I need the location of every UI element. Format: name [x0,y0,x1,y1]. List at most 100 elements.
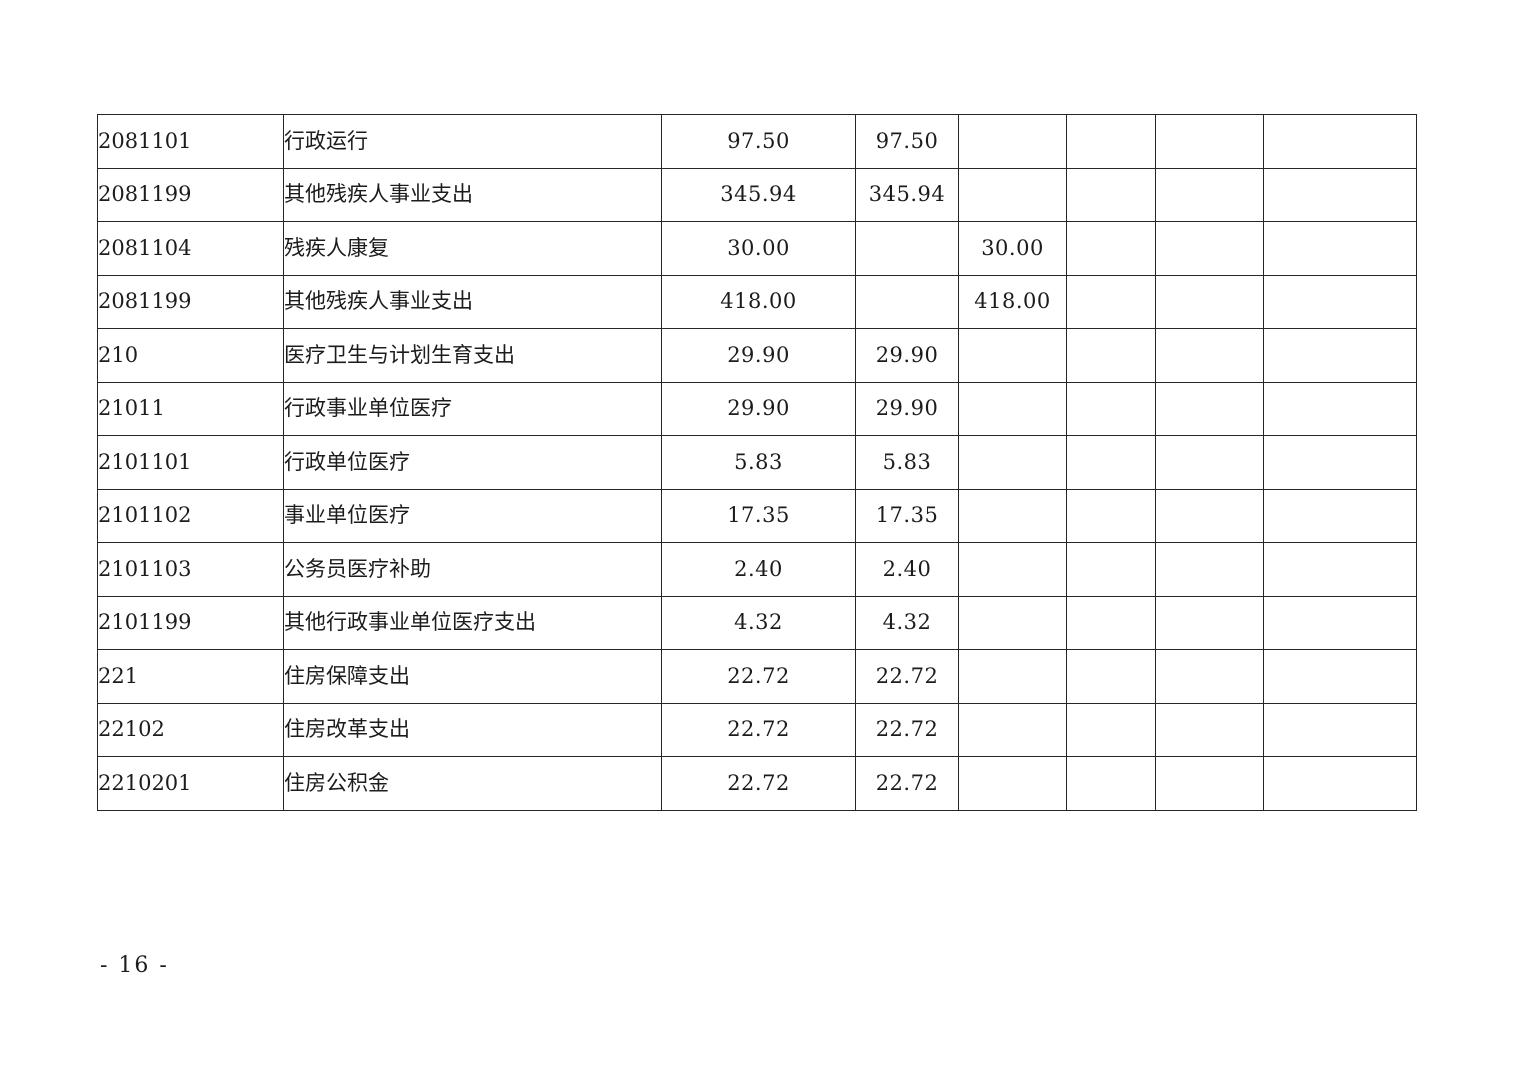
amount-cell: 5.83 [661,435,856,490]
table-row: 2101199 其他行政事业单位医疗支出 4.32 4.32 [97,595,1417,650]
amount-cell [958,114,1067,169]
code-cell: 22102 [97,702,284,757]
table-row: 2101101 行政单位医疗 5.83 5.83 [97,435,1417,490]
amount-cell: 5.83 [855,435,959,490]
name-cell: 其他残疾人事业支出 [283,167,662,222]
name-cell: 住房公积金 [283,756,662,811]
table-row: 2101102 事业单位医疗 17.35 17.35 [97,488,1417,543]
budget-table-container: 2081101 行政运行 97.50 97.50 2081199 其他残疾人事业支出 345… [97,114,1417,811]
amount-cell [1263,542,1417,597]
budget-table: 2081101 行政运行 97.50 97.50 2081199 其他残疾人事业支出 345… [97,114,1417,811]
amount-cell [1263,114,1417,169]
amount-cell [1155,702,1264,757]
name-cell: 行政事业单位医疗 [283,381,662,436]
table-row: 2081104 残疾人康复 30.00 30.00 [97,221,1417,276]
amount-cell: 2.40 [855,542,959,597]
amount-cell [1066,756,1156,811]
name-cell: 住房保障支出 [283,649,662,704]
amount-cell [958,488,1067,543]
amount-cell [1263,221,1417,276]
code-cell: 210 [97,328,284,383]
table-row: 2081199 其他残疾人事业支出 345.94 345.94 [97,167,1417,222]
name-cell: 其他残疾人事业支出 [283,274,662,329]
amount-cell [1263,435,1417,490]
amount-cell: 97.50 [661,114,856,169]
amount-cell: 4.32 [661,595,856,650]
amount-cell [1155,114,1264,169]
code-cell: 2101102 [97,488,284,543]
code-cell: 2101199 [97,595,284,650]
amount-cell [1066,114,1156,169]
amount-cell [1263,702,1417,757]
amount-cell [1155,435,1264,490]
amount-cell [1066,595,1156,650]
amount-cell: 17.35 [661,488,856,543]
amount-cell: 2.40 [661,542,856,597]
amount-cell: 345.94 [661,167,856,222]
amount-cell [1155,649,1264,704]
code-cell: 221 [97,649,284,704]
amount-cell [1066,488,1156,543]
amount-cell [1263,595,1417,650]
amount-cell [1155,381,1264,436]
amount-cell: 30.00 [958,221,1067,276]
amount-cell [958,756,1067,811]
amount-cell [1155,756,1264,811]
table-row: 2101103 公务员医疗补助 2.40 2.40 [97,542,1417,597]
code-cell: 2081101 [97,114,284,169]
amount-cell: 22.72 [855,649,959,704]
name-cell: 公务员医疗补助 [283,542,662,597]
table-row: 2081101 行政运行 97.50 97.50 [97,114,1417,169]
amount-cell [1263,488,1417,543]
amount-cell [958,595,1067,650]
amount-cell [1155,595,1264,650]
amount-cell: 29.90 [855,381,959,436]
amount-cell [1066,702,1156,757]
amount-cell [1263,649,1417,704]
amount-cell: 17.35 [855,488,959,543]
budget-table-body: 2081101 行政运行 97.50 97.50 2081199 其他残疾人事业支出 345… [97,114,1417,811]
amount-cell [1066,542,1156,597]
name-cell: 医疗卫生与计划生育支出 [283,328,662,383]
amount-cell [958,702,1067,757]
code-cell: 2210201 [97,756,284,811]
amount-cell [1155,221,1264,276]
amount-cell [958,542,1067,597]
amount-cell: 29.90 [661,328,856,383]
name-cell: 残疾人康复 [283,221,662,276]
code-cell: 2081104 [97,221,284,276]
name-cell: 住房改革支出 [283,702,662,757]
amount-cell [1263,381,1417,436]
amount-cell: 22.72 [855,756,959,811]
amount-cell [1066,328,1156,383]
amount-cell [1066,221,1156,276]
name-cell: 其他行政事业单位医疗支出 [283,595,662,650]
amount-cell: 29.90 [855,328,959,383]
amount-cell: 418.00 [958,274,1067,329]
table-row: 221 住房保障支出 22.72 22.72 [97,649,1417,704]
code-cell: 2101103 [97,542,284,597]
amount-cell [1066,649,1156,704]
amount-cell [1066,435,1156,490]
amount-cell: 22.72 [855,702,959,757]
amount-cell [1263,756,1417,811]
amount-cell [1066,274,1156,329]
amount-cell: 30.00 [661,221,856,276]
amount-cell [1155,328,1264,383]
amount-cell [1263,274,1417,329]
amount-cell [1155,274,1264,329]
amount-cell [855,221,959,276]
amount-cell [1066,381,1156,436]
amount-cell [958,649,1067,704]
table-row: 2081199 其他残疾人事业支出 418.00 418.00 [97,274,1417,329]
name-cell: 事业单位医疗 [283,488,662,543]
amount-cell: 22.72 [661,702,856,757]
code-cell: 21011 [97,381,284,436]
amount-cell [958,328,1067,383]
code-cell: 2081199 [97,167,284,222]
amount-cell [1155,542,1264,597]
table-row: 22102 住房改革支出 22.72 22.72 [97,702,1417,757]
name-cell: 行政单位医疗 [283,435,662,490]
code-cell: 2101101 [97,435,284,490]
